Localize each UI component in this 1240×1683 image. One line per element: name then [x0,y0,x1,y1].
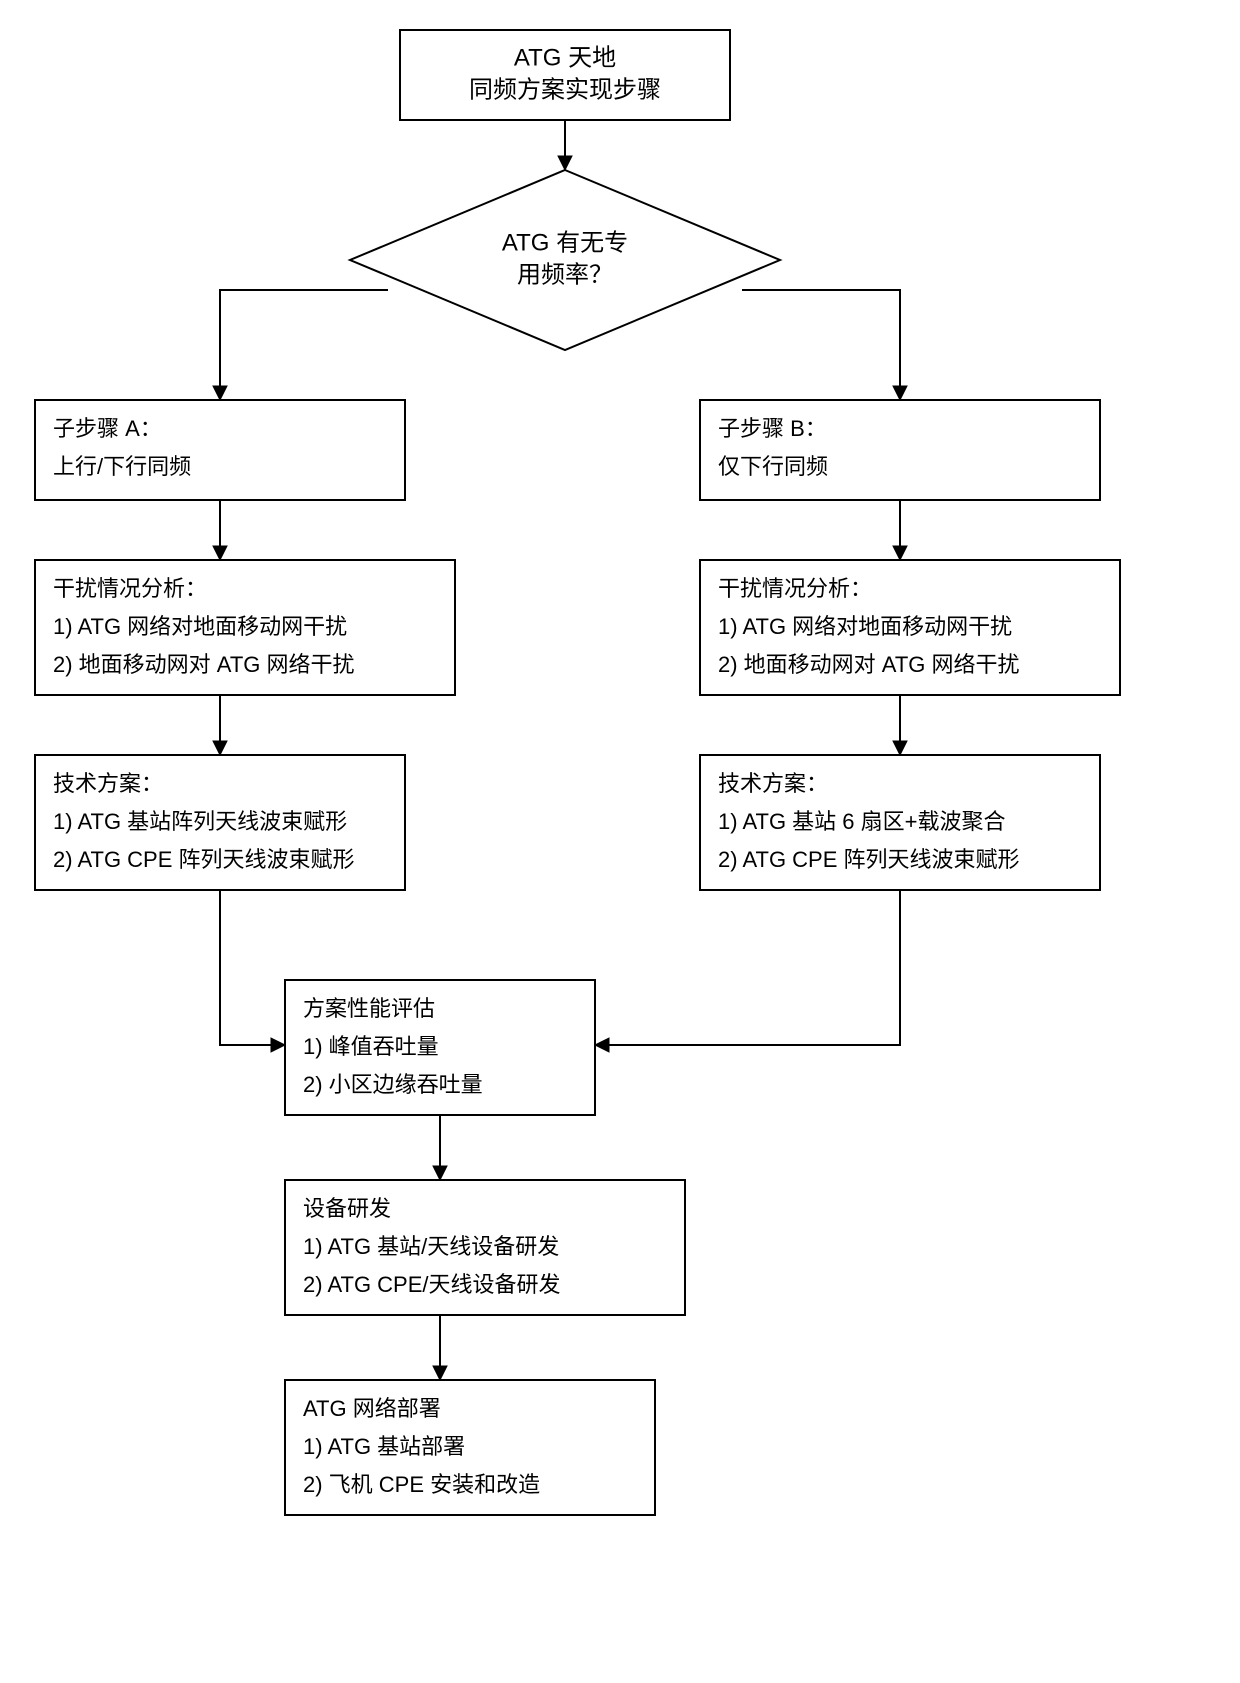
flowchart-canvas: ATG 天地同频方案实现步骤ATG 有无专用频率？子步骤 A：上行/下行同频子步… [0,0,1240,1683]
node-subB-line1: 仅下行同频 [718,454,828,479]
node-techB-line0: 技术方案： [718,771,828,796]
node-dev: 设备研发 1) ATG 基站/天线设备研发 2) ATG CPE/天线设备研发 [285,1180,685,1315]
node-interfB-line0: 干扰情况分析： [718,576,872,601]
node-dev-line1: 1) ATG 基站/天线设备研发 [303,1234,559,1259]
node-perf-line0: 方案性能评估 [303,996,435,1021]
node-techA-line1: 1) ATG 基站阵列天线波束赋形 [53,809,347,834]
node-perf-line2: 2) 小区边缘吞吐量 [303,1072,483,1097]
node-interfB-line2: 2) 地面移动网对 ATG 网络干扰 [718,652,1020,677]
node-start-line0: ATG 天地 [514,44,616,71]
edge-e2 [220,290,388,388]
node-decision-line0: ATG 有无专 [502,229,628,256]
node-techA-line2: 2) ATG CPE 阵列天线波束赋形 [53,847,355,872]
node-subB: 子步骤 B： 仅下行同频 [700,400,1100,500]
node-start: ATG 天地同频方案实现步骤 [400,30,730,120]
node-techA: 技术方案： 1) ATG 基站阵列天线波束赋形 2) ATG CPE 阵列天线波束赋… [35,755,405,890]
node-interfA-line2: 2) 地面移动网对 ATG 网络干扰 [53,652,355,677]
node-techB: 技术方案： 1) ATG 基站 6 扇区+载波聚合 2) ATG CPE 阵列天线波… [700,755,1100,890]
node-dev-line0: 设备研发 [303,1196,391,1221]
node-start-line1: 同频方案实现步骤 [469,76,661,103]
edge-e3 [742,290,900,388]
node-perf: 方案性能评估 1) 峰值吞吐量 2) 小区边缘吞吐量 [285,980,595,1115]
node-subB-line0: 子步骤 B： [718,416,827,441]
node-interfA-line1: 1) ATG 网络对地面移动网干扰 [53,614,347,639]
edge-e8 [220,890,273,1045]
node-deploy-line0: ATG 网络部署 [303,1396,441,1421]
node-interfB: 干扰情况分析： 1) ATG 网络对地面移动网干扰 2) 地面移动网对 ATG 网络… [700,560,1120,695]
node-techB-line2: 2) ATG CPE 阵列天线波束赋形 [718,847,1020,872]
node-perf-line1: 1) 峰值吞吐量 [303,1034,439,1059]
node-deploy: ATG 网络部署 1) ATG 基站部署 2) 飞机 CPE 安装和改造 [285,1380,655,1515]
node-subA-line1: 上行/下行同频 [53,454,191,479]
node-dev-line2: 2) ATG CPE/天线设备研发 [303,1272,561,1297]
node-decision-line1: 用频率？ [517,261,613,288]
node-interfA: 干扰情况分析： 1) ATG 网络对地面移动网干扰 2) 地面移动网对 ATG 网络… [35,560,455,695]
edge-e9 [607,890,900,1045]
node-decision: ATG 有无专用频率？ [350,170,780,350]
node-deploy-line1: 1) ATG 基站部署 [303,1434,465,1459]
node-interfA-line0: 干扰情况分析： [53,576,207,601]
node-techB-line1: 1) ATG 基站 6 扇区+载波聚合 [718,809,1005,834]
node-deploy-line2: 2) 飞机 CPE 安装和改造 [303,1472,540,1497]
node-interfB-line1: 1) ATG 网络对地面移动网干扰 [718,614,1012,639]
node-subA-line0: 子步骤 A： [53,416,162,441]
node-techA-line0: 技术方案： [53,771,163,796]
node-subA: 子步骤 A： 上行/下行同频 [35,400,405,500]
